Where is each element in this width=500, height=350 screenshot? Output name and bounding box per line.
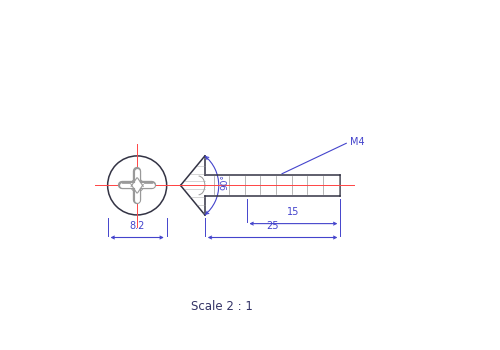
Text: M4: M4 bbox=[350, 137, 364, 147]
Text: 90°: 90° bbox=[220, 174, 230, 190]
Text: 15: 15 bbox=[287, 207, 300, 217]
Text: 8.2: 8.2 bbox=[130, 221, 145, 231]
Text: Scale 2 : 1: Scale 2 : 1 bbox=[192, 300, 253, 314]
Text: 25: 25 bbox=[266, 221, 279, 231]
